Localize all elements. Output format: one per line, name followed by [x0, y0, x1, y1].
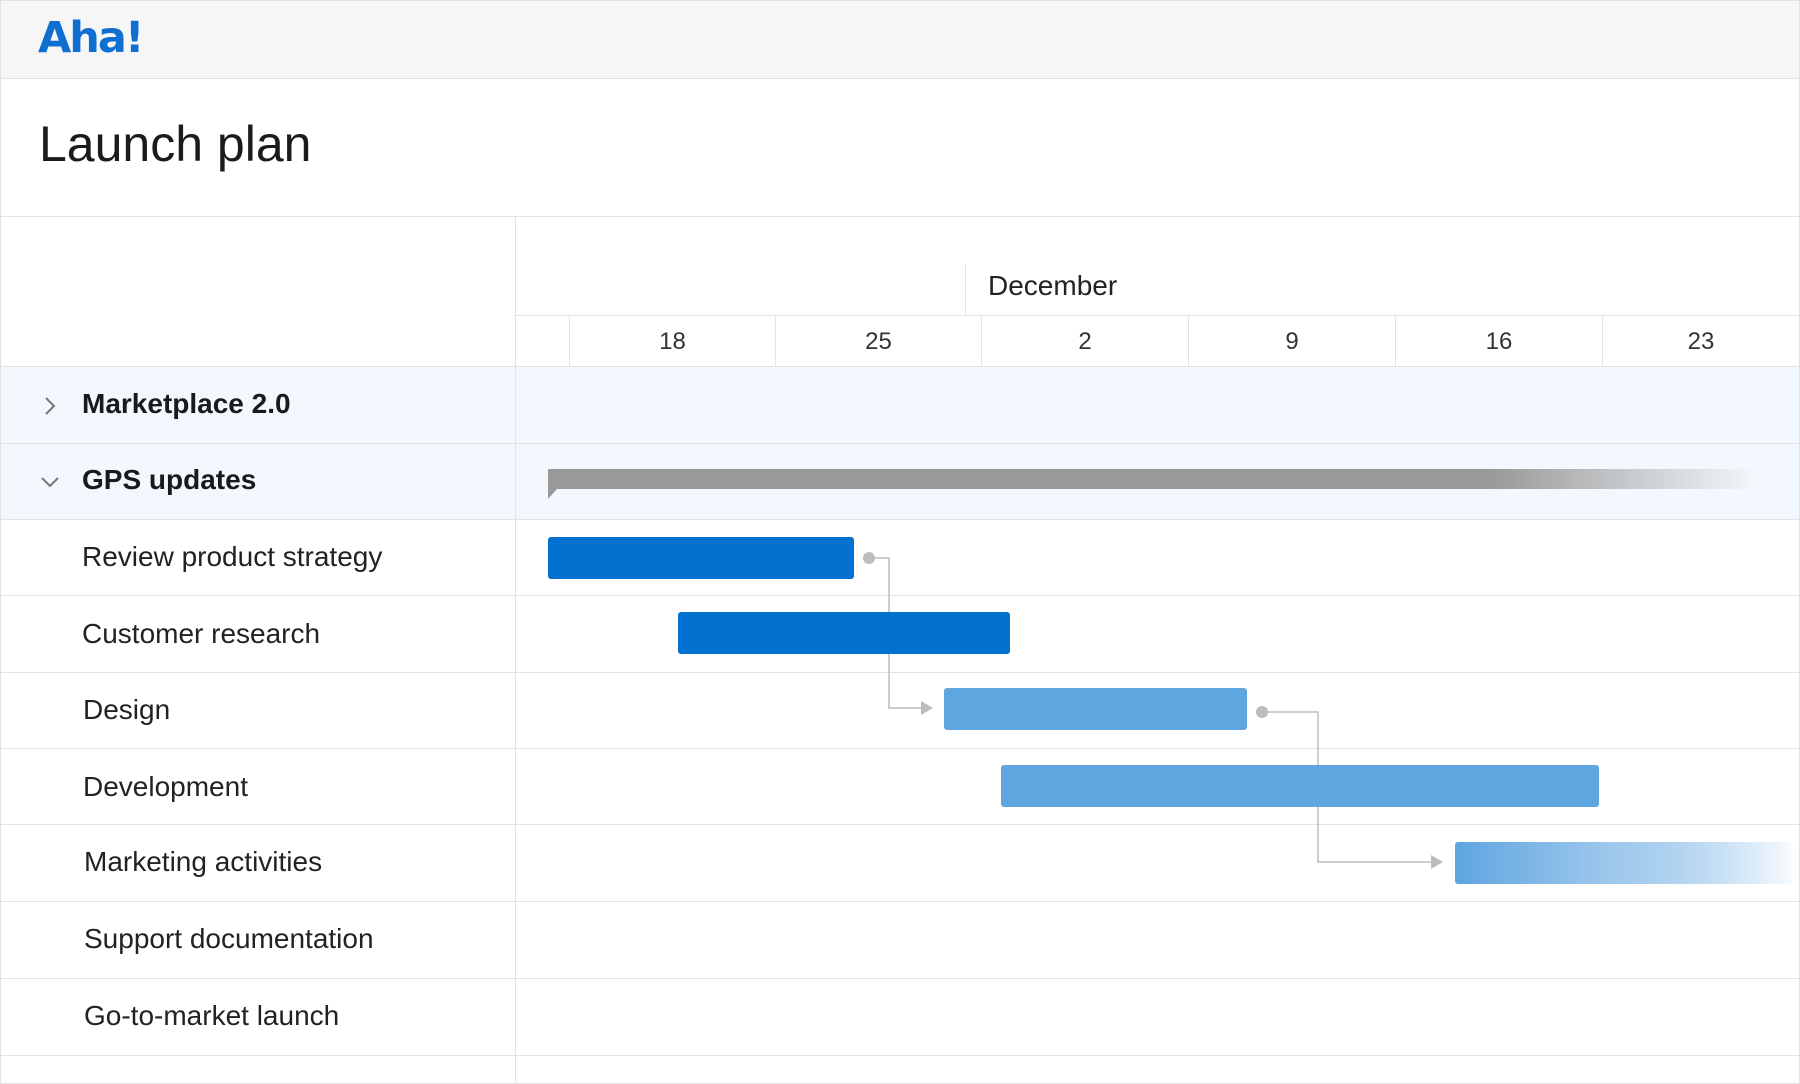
- task-row[interactable]: Marketing activities: [1, 825, 1799, 902]
- task-label[interactable]: Marketing activities: [84, 846, 323, 877]
- task-name-cell: Review product strategy: [1, 520, 516, 595]
- task-label[interactable]: Review product strategy: [82, 541, 383, 572]
- dependency-arrow-icon: [1431, 855, 1443, 869]
- task-name-cell: Support documentation: [1, 902, 516, 978]
- task-label[interactable]: Support documentation: [84, 923, 374, 954]
- date-cell: 2: [981, 316, 1188, 367]
- dependency-arrow-icon: [921, 701, 933, 715]
- group-name-cell: GPS updates: [1, 444, 516, 519]
- month-label: December: [988, 270, 1118, 301]
- timeline-header: December 18 25 2 9 16 23: [516, 217, 1799, 367]
- month-divider: [965, 264, 966, 316]
- group-label[interactable]: Marketplace 2.0: [82, 388, 291, 419]
- group-name-cell: Marketplace 2.0: [1, 367, 516, 443]
- date-cell: 9: [1188, 316, 1395, 367]
- task-name-cell: Development: [1, 749, 516, 824]
- group-label[interactable]: GPS updates: [82, 464, 257, 495]
- task-name-cell: Go-to-market launch: [1, 979, 516, 1055]
- task-label[interactable]: Customer research: [82, 618, 321, 649]
- task-bar-review-product-strategy[interactable]: [548, 537, 854, 579]
- task-name-cell: Design: [1, 673, 516, 748]
- date-cell: 16: [1395, 316, 1602, 367]
- task-bar-customer-research[interactable]: [678, 612, 1010, 654]
- page-header: Launch plan: [1, 79, 1799, 217]
- empty-row: [1, 1056, 1799, 1083]
- group-row-marketplace[interactable]: Marketplace 2.0: [1, 367, 1799, 444]
- task-name-cell: Marketing activities: [1, 825, 516, 901]
- summary-bar[interactable]: [548, 469, 1758, 489]
- task-row[interactable]: Design: [1, 673, 1799, 749]
- aha-logo[interactable]: Aha!: [38, 13, 145, 63]
- task-bar-marketing-activities[interactable]: [1455, 842, 1799, 884]
- page-title: Launch plan: [39, 116, 312, 172]
- task-row[interactable]: Support documentation: [1, 902, 1799, 979]
- task-name-cell: [1, 1056, 516, 1083]
- chevron-right-icon[interactable]: [39, 395, 61, 417]
- task-bar-design[interactable]: [944, 688, 1247, 730]
- task-row[interactable]: Go-to-market launch: [1, 979, 1799, 1056]
- date-cell: 18: [569, 316, 775, 367]
- task-row[interactable]: Customer research: [1, 596, 1799, 673]
- dependency-start-dot[interactable]: [863, 552, 875, 564]
- chevron-down-icon[interactable]: [39, 471, 61, 493]
- date-cell: 23: [1602, 316, 1799, 367]
- task-bar-development[interactable]: [1001, 765, 1599, 807]
- task-name-cell: Customer research: [1, 596, 516, 672]
- summary-bar-start-notch: [548, 489, 557, 499]
- task-row[interactable]: Development: [1, 749, 1799, 825]
- top-bar: Aha!: [1, 1, 1799, 79]
- date-scale: 18 25 2 9 16 23: [516, 315, 1799, 367]
- task-label[interactable]: Design: [83, 694, 171, 725]
- date-cell: 25: [775, 316, 981, 367]
- dependency-start-dot[interactable]: [1256, 706, 1268, 718]
- record-column-header: [1, 217, 516, 367]
- task-label[interactable]: Go-to-market launch: [84, 1000, 340, 1031]
- task-label[interactable]: Development: [83, 771, 248, 802]
- task-row[interactable]: Review product strategy: [1, 520, 1799, 596]
